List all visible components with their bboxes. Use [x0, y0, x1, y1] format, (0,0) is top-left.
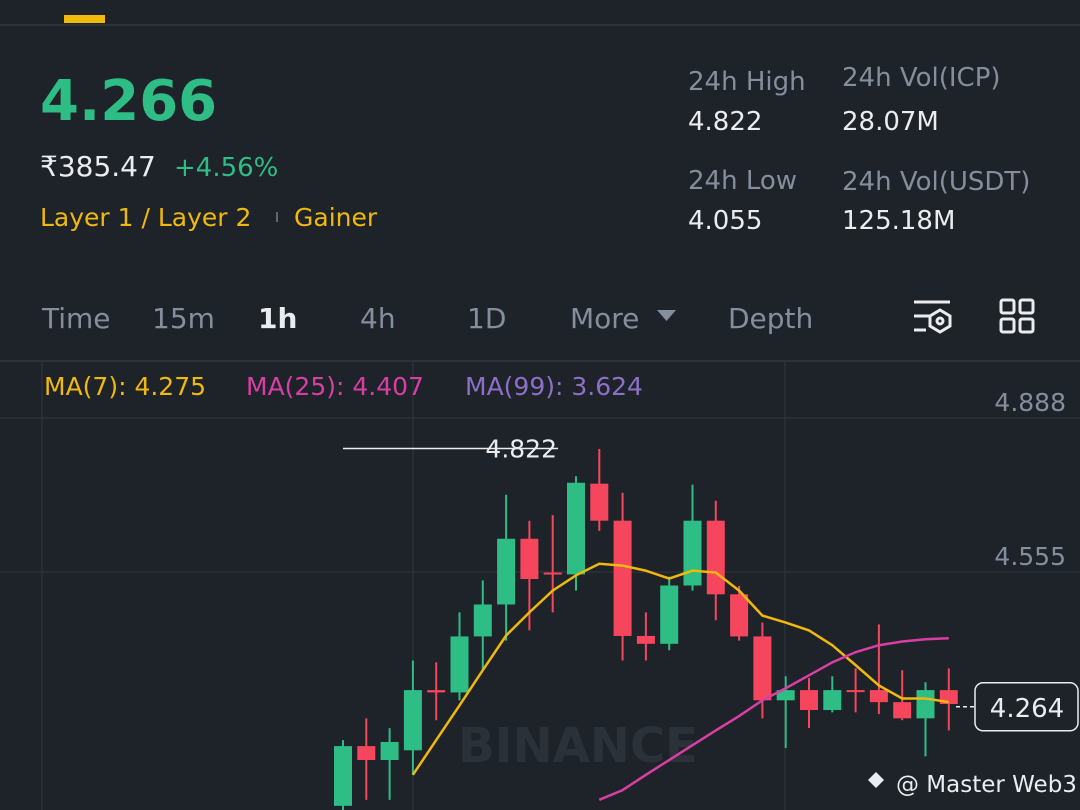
credit-logo — [868, 772, 884, 788]
y-tick-label: 4.555 — [994, 542, 1066, 571]
stat-value: 125.18M — [842, 206, 955, 236]
candle-body — [846, 690, 865, 693]
tab[interactable]: 4h — [360, 302, 396, 335]
candle-body — [800, 690, 818, 711]
chart-overlay: 4.888 4.555 MA(7): 4.275 MA(25): 4.407 MA(99… — [44, 372, 1079, 732]
candle-body — [613, 520, 632, 636]
tab[interactable]: 1D — [467, 302, 506, 335]
credit: @ Master Web3 — [896, 772, 1077, 798]
active-tab-indicator — [64, 15, 105, 23]
tag[interactable]: Gainer — [294, 203, 378, 232]
last-price-label: 4.264 — [990, 694, 1064, 724]
high-label: 4.822 — [485, 434, 557, 463]
stat-label: 24h Vol(USDT) — [842, 167, 1030, 197]
stat-label: 24h Vol(ICP) — [842, 63, 1001, 93]
candle-body — [520, 538, 539, 580]
stat-label: 24h High — [688, 67, 806, 97]
candle-body — [473, 604, 492, 637]
candle-body — [823, 690, 842, 711]
y-tick-label: 4.888 — [994, 388, 1066, 417]
tab-active[interactable]: 1h — [258, 302, 297, 335]
tab[interactable]: More — [570, 302, 639, 335]
candle-body — [730, 594, 749, 637]
candle-body — [380, 741, 399, 761]
candle-body — [869, 690, 888, 703]
candle-body — [590, 483, 609, 521]
layout-icon[interactable] — [999, 298, 1035, 334]
candle-body — [706, 520, 725, 595]
candle-body — [450, 636, 469, 693]
price: 4.266 — [40, 69, 217, 134]
ma-line — [598, 637, 949, 801]
candle-body — [334, 746, 352, 806]
ma-legend: MA(99): 3.624 — [465, 372, 643, 401]
candle-body — [776, 690, 795, 701]
interval-tabs: Time 15m 1h 4h 1D More Depth — [41, 302, 813, 335]
dropdown-arrow[interactable] — [657, 310, 676, 321]
candle-body — [683, 520, 702, 586]
tag[interactable]: Layer 1 / Layer 2 — [40, 203, 251, 232]
candle-body — [427, 690, 446, 693]
indicator-settings-icon[interactable] — [914, 300, 952, 334]
candle-body — [497, 538, 516, 605]
last-price-box — [974, 682, 1079, 732]
candle-body — [543, 572, 562, 575]
candle-body — [893, 702, 912, 719]
candle-body — [403, 690, 422, 751]
stats: 24h High 4.822 24h Vol(ICP) 28.07M 24h L… — [688, 63, 1030, 236]
stat-value: 4.822 — [688, 107, 762, 137]
ma-legend: MA(7): 4.275 — [44, 372, 206, 401]
candle-body — [660, 585, 679, 644]
candle-body — [753, 636, 772, 701]
watermark: BINANCE — [458, 718, 698, 774]
separator — [276, 212, 278, 222]
candle-body — [567, 482, 585, 575]
stat-value: 28.07M — [842, 107, 939, 137]
change: +4.56% — [174, 153, 278, 183]
tab[interactable]: 15m — [152, 302, 215, 335]
tab[interactable]: Depth — [728, 302, 813, 335]
candlestick-chart — [0, 417, 1080, 810]
stat-label: 24h Low — [688, 166, 797, 196]
tab[interactable]: Time — [41, 302, 111, 335]
stat-value: 4.055 — [688, 206, 762, 236]
ma-legend: MA(25): 4.407 — [246, 372, 424, 401]
ma-line — [411, 562, 949, 776]
fiat-price: ₹385.47 — [40, 150, 156, 183]
candle-body — [357, 746, 376, 761]
candle-body — [636, 635, 655, 644]
candle-body — [916, 690, 935, 719]
